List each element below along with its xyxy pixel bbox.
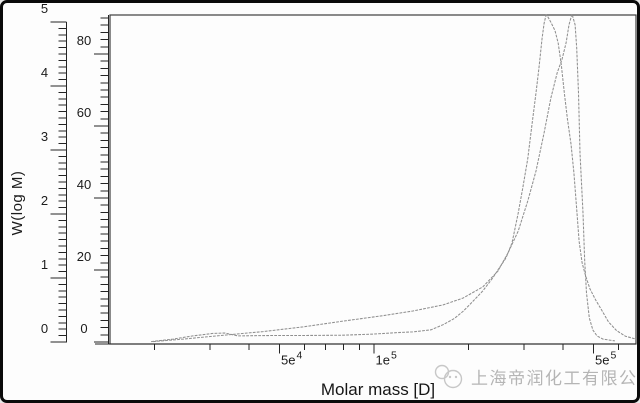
distribution-curve-2 — [153, 13, 615, 343]
w-axis-tick-label: 3 — [41, 129, 48, 144]
x-axis-title: Molar mass [D] — [320, 380, 436, 399]
y-axis-title: W(log M) — [9, 170, 26, 236]
x-axis-tick-label: 1e5 — [376, 350, 397, 368]
w-axis-tick-label: 1 — [41, 257, 48, 272]
x-axis-tick-label: 5e4 — [281, 350, 302, 368]
watermark-text: 上海帝润化工有限公司 — [471, 369, 640, 388]
watermark-logo-icon — [434, 364, 463, 389]
plot-frame — [109, 14, 637, 345]
inner-axis-tick-label: 20 — [77, 249, 91, 264]
inner-axis-tick-label: 40 — [77, 177, 91, 192]
watermark: 上海帝润化工有限公司 — [432, 363, 640, 390]
w-axis-tick-label: 4 — [41, 65, 48, 80]
inner-axis-tick-label: 0 — [80, 321, 87, 336]
inner-axis-tick-label: 80 — [77, 33, 91, 48]
inner-axis-tick-label: 60 — [77, 105, 91, 120]
w-axis-tick-label: 0 — [41, 321, 48, 336]
w-axis-tick-label: 2 — [41, 193, 48, 208]
inner-axis-labels: 0 20 40 60 80 — [77, 33, 91, 336]
w-axis-tick-label: 5 — [41, 3, 48, 16]
w-axis-labels: 0 1 2 3 4 5 — [41, 3, 48, 336]
w-axis — [50, 21, 67, 343]
inner-axis — [94, 15, 109, 344]
x-axis — [95, 343, 636, 354]
distribution-curve-1 — [151, 14, 637, 343]
